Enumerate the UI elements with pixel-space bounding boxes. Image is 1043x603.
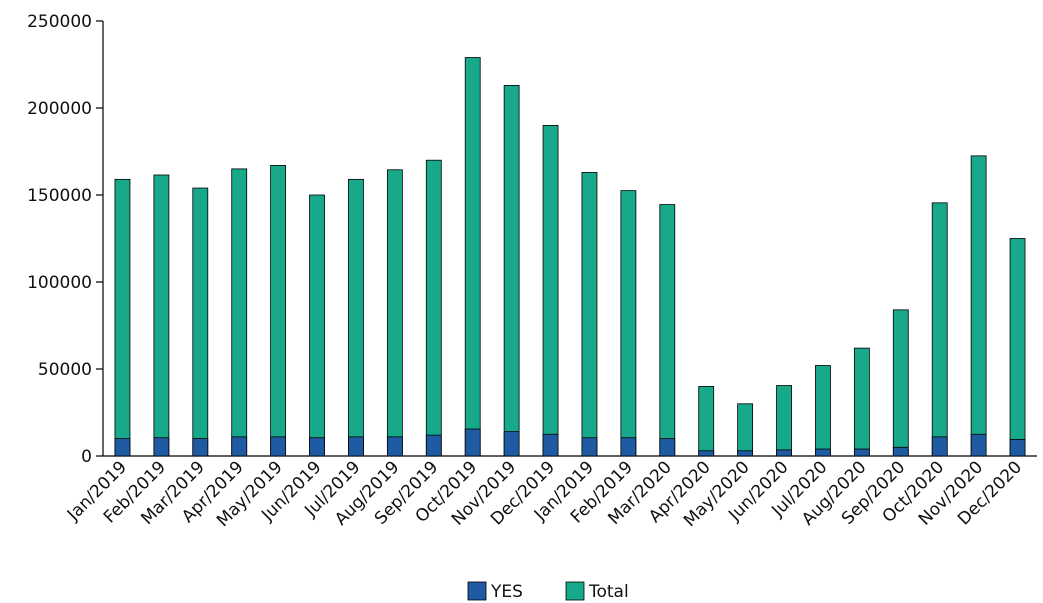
y-tick-label: 250000: [27, 12, 92, 32]
legend-swatch-total: [565, 581, 585, 601]
bar-total: [659, 204, 676, 457]
axes: [102, 21, 1037, 457]
bar-yes: [737, 450, 754, 457]
bar-total: [386, 169, 403, 457]
bar-total: [931, 202, 948, 457]
bar-yes: [503, 431, 520, 457]
bar-total: [581, 171, 598, 457]
y-tick-label: 150000: [27, 186, 92, 206]
bar-total: [309, 194, 325, 457]
bar-yes: [853, 448, 870, 457]
bar-total: [270, 165, 287, 457]
bar-yes: [659, 438, 676, 457]
legend-swatch-yes: [467, 581, 487, 601]
bar-yes: [970, 433, 987, 457]
x-tick-labels: Jan/2019Feb/2019Mar/2019Apr/2019May/2019…: [63, 457, 1026, 531]
bar-yes: [309, 437, 325, 457]
bar-total: [892, 309, 909, 457]
bar-yes: [425, 434, 442, 457]
legend-label-total: Total: [588, 582, 629, 602]
bar-yes: [386, 436, 403, 457]
bar-total: [737, 403, 754, 457]
bar-yes: [464, 428, 481, 457]
bar-yes: [892, 446, 909, 457]
bar-yes: [542, 433, 559, 457]
bars: [114, 57, 1026, 457]
bar-yes: [1009, 439, 1026, 457]
bar-total: [464, 57, 481, 457]
bar-total: [620, 190, 637, 457]
bar-total: [542, 125, 559, 457]
bar-yes: [192, 438, 209, 457]
bar-total: [348, 178, 364, 457]
bar-yes: [620, 437, 637, 457]
legend-label-yes: YES: [490, 582, 523, 602]
bar-total: [698, 385, 715, 457]
bar-yes: [776, 449, 792, 457]
bar-total: [153, 174, 170, 457]
bar-yes: [153, 437, 170, 457]
bar-total: [815, 365, 831, 457]
y-ticks: 0 50000 100000 150000 200000 250000: [27, 12, 103, 467]
bar-total: [1009, 238, 1026, 457]
y-tick-label: 100000: [27, 273, 92, 293]
bar-yes: [931, 436, 948, 457]
bar-yes: [270, 436, 287, 457]
bar-yes: [231, 436, 248, 457]
bar-yes: [815, 448, 831, 457]
y-tick-label: 50000: [38, 360, 92, 380]
bar-total: [776, 385, 792, 457]
y-tick-label: 0: [81, 447, 92, 467]
bar-yes: [698, 450, 715, 457]
bar-yes: [581, 437, 598, 457]
bar-total: [970, 155, 987, 457]
y-tick-label: 200000: [27, 99, 92, 119]
bar-total: [425, 159, 442, 457]
bar-total: [853, 347, 870, 457]
legend: YES Total: [467, 581, 629, 602]
bar-total: [231, 168, 248, 457]
bar-total: [114, 178, 131, 457]
bar-yes: [348, 436, 364, 457]
bar-total: [503, 84, 520, 457]
bar-total: [192, 187, 209, 457]
bar-yes: [114, 438, 131, 457]
